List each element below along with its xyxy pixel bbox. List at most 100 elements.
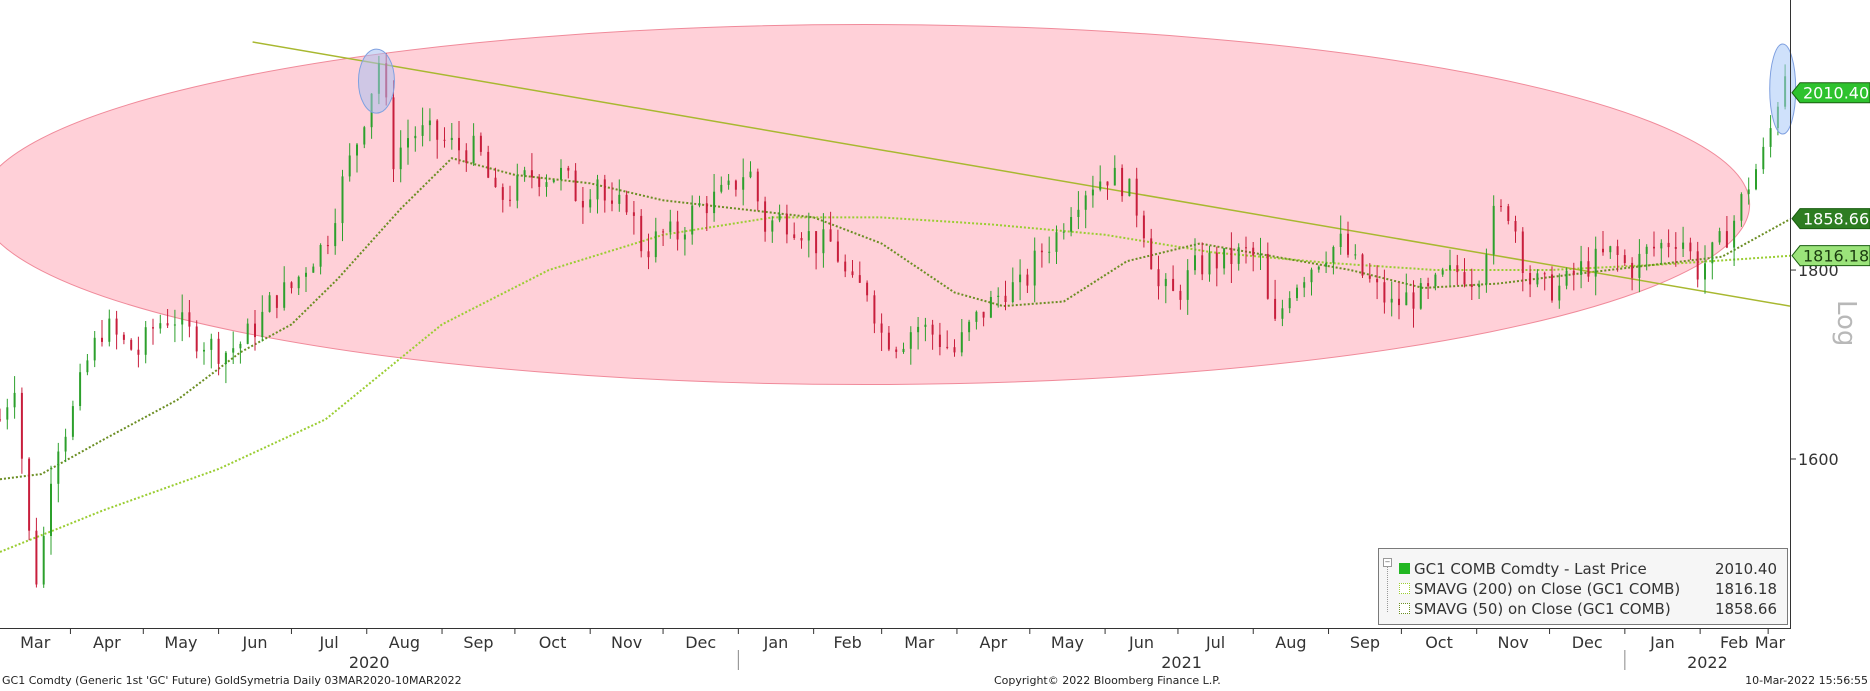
legend-item-name: SMAVG (200) on Close (GC1 COMB) xyxy=(1414,580,1681,598)
footer-copyright: Copyright© 2022 Bloomberg Finance L.P. xyxy=(994,674,1221,687)
candle-body xyxy=(450,137,453,140)
candle-body xyxy=(807,231,810,241)
candle-body xyxy=(108,318,111,342)
candle-body xyxy=(1390,298,1393,303)
candle-body xyxy=(749,171,752,178)
candle-body xyxy=(1332,247,1335,263)
candle-body xyxy=(1084,195,1087,210)
candle-body xyxy=(1602,248,1604,253)
x-month-label: Jan xyxy=(1649,633,1675,652)
candle-body xyxy=(1281,308,1284,319)
candle-body xyxy=(20,392,23,459)
legend-swatch xyxy=(1399,603,1410,614)
candle-body xyxy=(1456,265,1459,273)
candle-body xyxy=(1572,270,1575,275)
smavg-50-line xyxy=(0,157,1791,481)
candle-body xyxy=(356,144,358,156)
candle-body xyxy=(1747,189,1750,195)
candle-body xyxy=(1616,246,1619,255)
candle-body xyxy=(727,180,730,185)
candle-body xyxy=(348,155,351,177)
candle-body xyxy=(1186,270,1189,300)
candle-body xyxy=(676,221,679,240)
x-month-label: Mar xyxy=(904,633,935,652)
candle-body xyxy=(1725,231,1728,248)
candle-body xyxy=(1463,272,1466,285)
candle-body xyxy=(1142,215,1145,239)
candle-body xyxy=(1252,247,1255,256)
candle-body xyxy=(1237,247,1240,264)
candle-body xyxy=(691,205,694,235)
candle-body xyxy=(1266,253,1269,299)
candle-body xyxy=(261,311,264,338)
candle-body xyxy=(144,327,147,355)
candle-body xyxy=(64,436,67,452)
candle-body xyxy=(1441,270,1444,275)
x-year-label: 2020 xyxy=(349,653,390,670)
candle-body xyxy=(6,407,9,420)
candle-body xyxy=(392,97,395,170)
candle-body xyxy=(734,180,737,190)
candle-body xyxy=(632,212,635,216)
scale-label: Log xyxy=(1831,300,1861,346)
candle-body xyxy=(530,170,533,178)
candle-body xyxy=(1449,265,1451,271)
candle-body xyxy=(50,483,52,536)
candle-body xyxy=(188,312,191,327)
candle-body xyxy=(268,295,271,312)
y-tick-label: 1600 xyxy=(1798,450,1839,469)
candle-body xyxy=(428,120,431,126)
candle-body xyxy=(458,137,460,151)
candle-body xyxy=(334,223,337,247)
candle-body xyxy=(101,337,103,342)
candle-body xyxy=(1339,233,1342,247)
candle-body xyxy=(581,201,584,208)
candle-body xyxy=(1594,248,1597,277)
candle-body xyxy=(705,203,708,214)
candle-body xyxy=(1565,270,1568,286)
candle-body xyxy=(1223,248,1226,269)
candle-body xyxy=(1521,231,1524,273)
candle-body xyxy=(1718,231,1721,243)
x-month-label: Apr xyxy=(93,633,121,652)
candle-body xyxy=(1128,178,1131,197)
moving-average-layer xyxy=(0,41,1791,553)
candle-body xyxy=(895,349,898,352)
candle-body xyxy=(246,323,249,344)
candle-body xyxy=(1310,269,1313,283)
candle-body xyxy=(1762,146,1765,170)
candle-body xyxy=(1033,250,1036,286)
x-month-label: May xyxy=(164,633,197,652)
candle-body xyxy=(698,203,701,206)
candle-body xyxy=(683,234,686,240)
candle-body xyxy=(1623,255,1626,263)
x-month-label: Oct xyxy=(539,633,567,652)
candle-body xyxy=(1135,178,1138,216)
candle-body xyxy=(1040,250,1043,253)
candle-body xyxy=(1062,231,1065,233)
candle-body xyxy=(523,170,526,176)
candle-body xyxy=(239,343,242,349)
candle-body xyxy=(1543,273,1546,275)
candle-body xyxy=(13,392,16,408)
smavg-200-line xyxy=(0,216,1791,553)
legend-swatch xyxy=(1399,563,1410,574)
value-tag-label: 1816.18 xyxy=(1803,247,1869,266)
candle-body xyxy=(312,266,315,273)
candle-body xyxy=(822,229,825,254)
candle-body xyxy=(93,337,96,361)
collapse-icon[interactable]: − xyxy=(1383,558,1392,567)
candle-body xyxy=(1376,278,1379,283)
candle-body xyxy=(35,530,38,585)
footer-timestamp: 10-Mar-2022 15:56:55 xyxy=(1745,674,1868,687)
candle-body xyxy=(1274,298,1277,319)
candle-body xyxy=(487,151,490,178)
candle-body xyxy=(771,220,774,232)
candle-body xyxy=(1070,217,1073,232)
candle-body xyxy=(414,135,417,139)
x-month-label: Aug xyxy=(389,633,420,652)
candle-body xyxy=(1296,287,1298,299)
candle-body xyxy=(756,171,759,202)
legend-item-smavg-50: SMAVG (50) on Close (GC1 COMB) 1858.66 xyxy=(1379,599,1787,619)
